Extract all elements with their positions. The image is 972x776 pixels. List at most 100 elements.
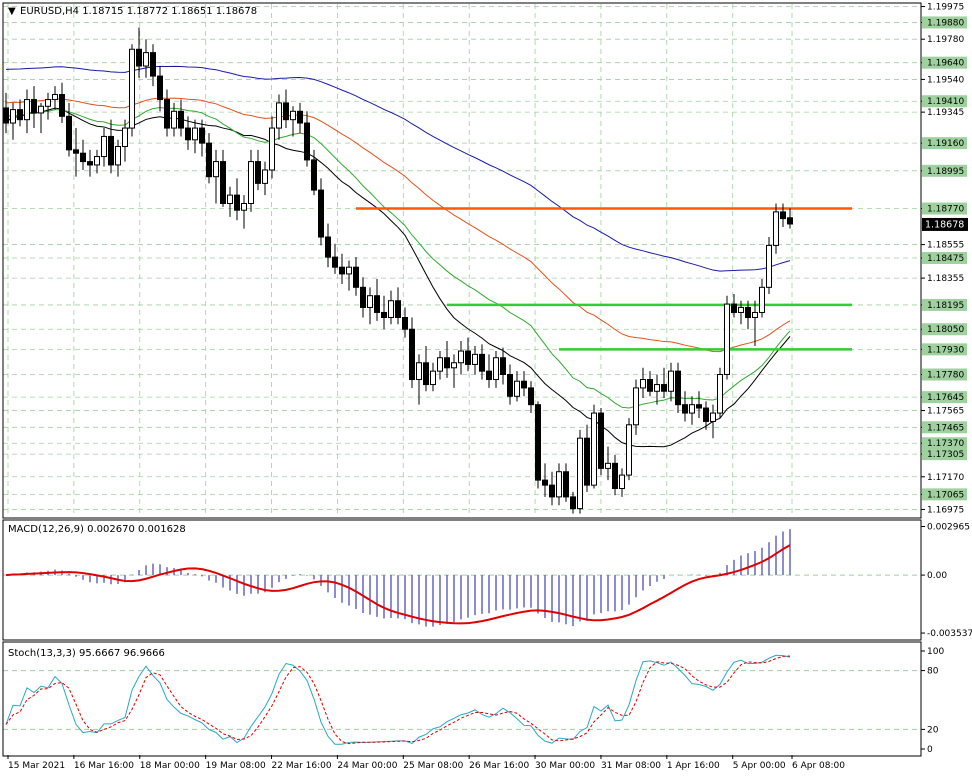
y-label-highlight (922, 343, 967, 356)
candle (752, 300, 758, 346)
candle (262, 161, 268, 196)
candle-body (633, 387, 639, 426)
candle-body (773, 211, 779, 246)
candle-body (339, 266, 345, 275)
x-label: 5 Apr 00:00 (733, 761, 786, 771)
candle (157, 66, 163, 112)
y-label: 1.19880 (927, 18, 964, 28)
candle-body (206, 142, 212, 178)
candle-body (220, 161, 226, 205)
candle (696, 391, 702, 419)
y-label-highlight (922, 16, 967, 29)
candle (213, 149, 219, 204)
svg-text:1.18678: 1.18678 (925, 219, 964, 230)
candle (178, 99, 184, 137)
candle (584, 424, 590, 492)
candle (444, 340, 450, 378)
candle (640, 367, 646, 398)
y-label-highlight (922, 323, 967, 336)
y-label-highlight (922, 448, 967, 461)
candle-body (80, 152, 86, 163)
candle-body (640, 379, 646, 389)
candle (318, 178, 324, 246)
candle-body (269, 127, 275, 171)
candle (241, 195, 247, 229)
candle-body (647, 379, 653, 392)
stoch-label: 100 (927, 647, 944, 657)
candle-body (682, 404, 688, 414)
dropdown-triangle-icon[interactable]: ▼ (8, 6, 16, 17)
price-axis-labels: 1.19975 1.19880 1.19780 1.19640 1.19540 1.194… (921, 3, 967, 515)
x-label: 22 Mar 16:00 (272, 761, 332, 771)
x-label: 19 Mar 08:00 (206, 761, 266, 771)
y-label-highlight (922, 164, 967, 177)
y-label: 1.18770 (927, 205, 964, 215)
candle (150, 44, 156, 87)
y-label-highlight (922, 298, 967, 311)
candle (437, 351, 443, 380)
candle (549, 471, 555, 506)
candle (402, 307, 408, 338)
candle-body (528, 387, 534, 406)
candle-body (514, 380, 520, 397)
candle (528, 381, 534, 414)
horizontal-levels[interactable] (356, 207, 852, 351)
candle-body (626, 424, 632, 476)
candle (570, 491, 576, 514)
stoch-header: Stoch(13,3,3) 95.6667 96.9666 (8, 648, 165, 659)
candle (542, 463, 548, 497)
candle-body (570, 496, 576, 510)
y-label: 1.17170 (927, 473, 964, 483)
candle (24, 89, 30, 134)
candle (381, 295, 387, 330)
candle-body (472, 353, 478, 365)
candle (675, 362, 681, 414)
candle (689, 396, 695, 425)
candle (311, 149, 317, 196)
candle (360, 277, 366, 318)
y-label: 1.18555 (927, 241, 964, 251)
candle (101, 128, 107, 167)
candle (682, 391, 688, 422)
candle (647, 371, 653, 397)
candle-body (178, 110, 184, 129)
y-label: 1.17305 (927, 450, 964, 460)
candle (304, 111, 310, 167)
candle-body (213, 161, 219, 178)
candle-body (297, 110, 303, 124)
y-label-highlight (922, 368, 967, 381)
candle (500, 347, 506, 385)
candle-body (668, 370, 674, 392)
candle-body (10, 109, 16, 124)
candle-body (402, 317, 408, 330)
candle-body (38, 105, 44, 114)
candle (374, 278, 380, 321)
candle-body (416, 362, 422, 381)
candle-body (59, 94, 65, 117)
candle (199, 119, 205, 157)
macd-indicator: 0.002965 0.00 -0.003537 (5, 522, 972, 639)
y-label-highlight (922, 437, 967, 450)
candle (717, 367, 723, 419)
candle-body (227, 194, 233, 204)
candle (563, 463, 569, 502)
candle (297, 102, 303, 134)
candle (654, 374, 660, 405)
candle-body (283, 102, 289, 121)
macd-panel-border (2, 519, 922, 641)
candle (269, 116, 275, 179)
candle (276, 94, 282, 140)
macd-label: 0.002965 (927, 522, 970, 532)
candle (388, 290, 394, 325)
candlesticks (3, 27, 793, 514)
candle (122, 119, 128, 162)
candle-body (52, 94, 58, 101)
candle-body (101, 135, 107, 158)
candle-body (535, 404, 541, 481)
candle (94, 149, 100, 174)
candle-body (423, 362, 429, 386)
macd-signal-line (5, 544, 791, 625)
candle-body (164, 99, 170, 129)
candle (87, 149, 93, 177)
